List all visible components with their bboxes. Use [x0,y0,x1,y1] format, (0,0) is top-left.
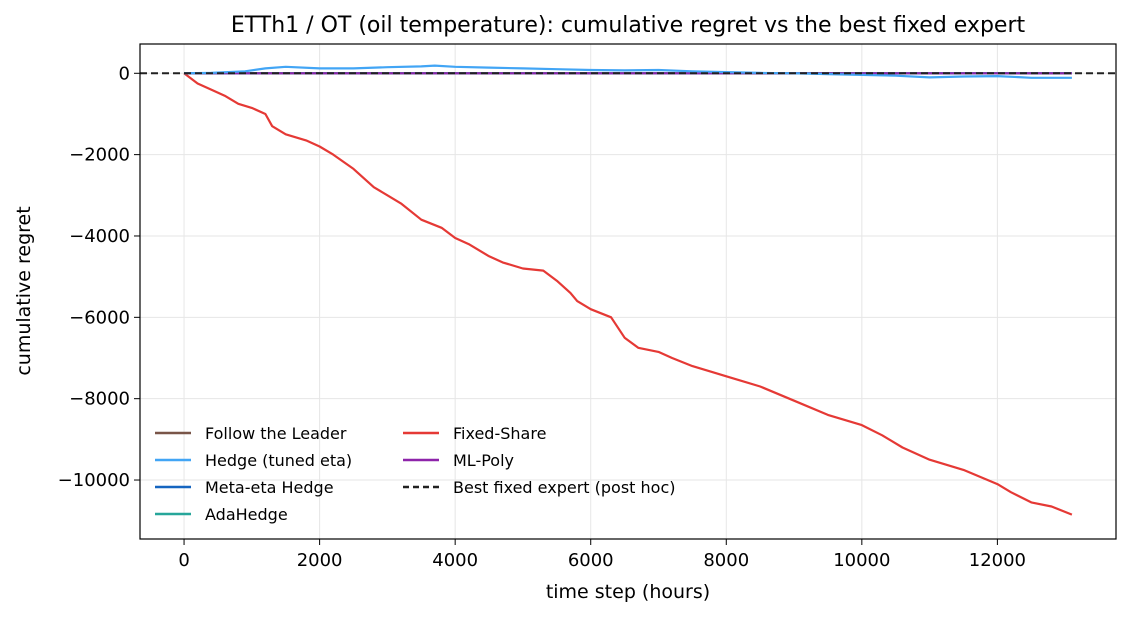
chart-title: ETTh1 / OT (oil temperature): cumulative… [231,13,1026,38]
legend-label-fixed-share: Fixed-Share [453,424,546,443]
x-tick-label: 10000 [833,550,890,571]
legend-label-meta-eta-hedge: Meta-eta Hedge [205,478,334,497]
axis-ticks: 0 2000 4000 6000 8000 10000 12000 0 −2000 −4000 −6… [58,63,1026,571]
legend-label-follow-the-leader: Follow the Leader [205,424,347,443]
y-tick-label: 0 [119,63,130,84]
x-tick-label: 12000 [969,550,1026,571]
legend: Follow the Leader Hedge (tuned eta) Meta-e… [155,424,675,524]
y-tick-label: −2000 [69,145,130,166]
legend-label-hedge-tuned-eta: Hedge (tuned eta) [205,451,352,470]
x-tick-label: 6000 [568,550,614,571]
y-tick-label: −8000 [69,389,130,410]
y-tick-label: −4000 [69,226,130,247]
legend-label-ml-poly: ML-Poly [453,451,514,470]
series-line-fixed-share [183,72,1073,516]
x-tick-label: 2000 [297,550,343,571]
grid [140,44,1116,539]
x-tick-label: 8000 [703,550,749,571]
y-axis-title: cumulative regret [13,206,35,375]
plot-frame [139,43,1117,540]
y-tick-label: −6000 [69,307,130,328]
legend-label-best-fixed-expert-post-hoc: Best fixed expert (post hoc) [453,478,675,497]
x-tick-label: 4000 [432,550,478,571]
x-tick-label: 0 [178,550,189,571]
series-line-hedge-tuned-eta [184,64,1072,79]
x-axis-title: time step (hours) [546,581,710,603]
series-layer [140,64,1116,516]
y-tick-label: −10000 [58,470,130,491]
legend-label-adahedge: AdaHedge [205,505,288,524]
